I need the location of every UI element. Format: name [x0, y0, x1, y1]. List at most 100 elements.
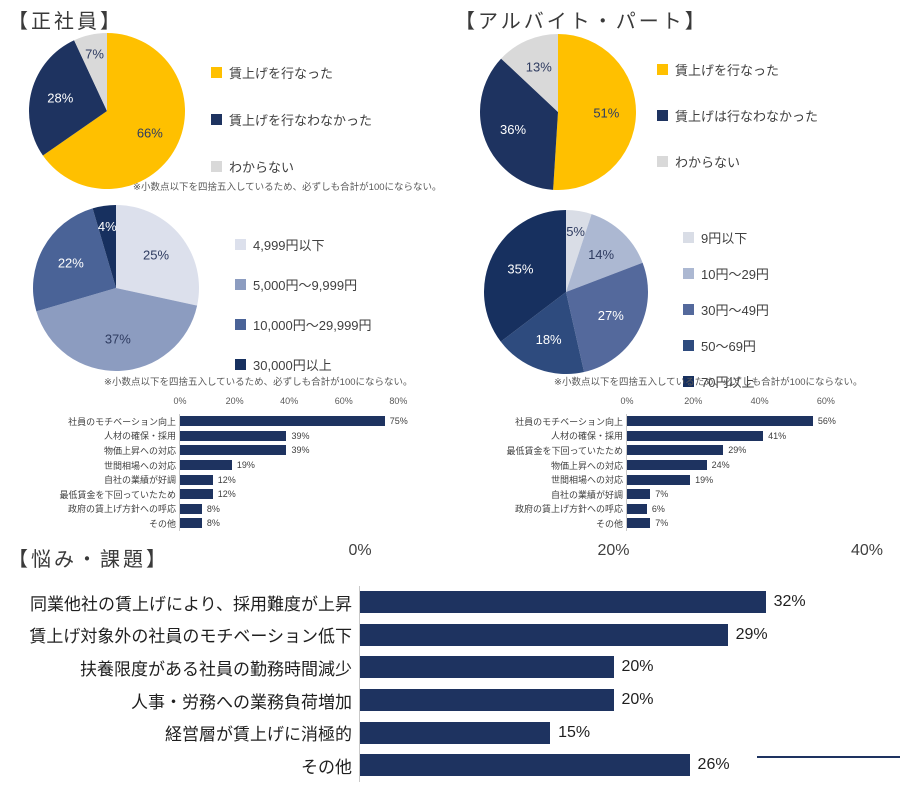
legend-label: わからない	[675, 155, 741, 170]
bar-value-label: 39%	[291, 445, 310, 456]
pie-slice	[29, 40, 107, 156]
pie-value-label: 66%	[137, 125, 163, 140]
bar	[627, 474, 691, 485]
pie-slice	[566, 262, 648, 372]
bar-row: 自社の業績が好調 12%	[56, 472, 456, 487]
bar-category-label: 政府の賃上げ方針への呼応	[514, 504, 623, 515]
bar-row: 政府の賃上げ方針への呼応 8%	[56, 502, 456, 517]
bar-value-label: 12%	[217, 489, 236, 500]
bar	[627, 430, 764, 441]
bar-value-label: 20%	[621, 658, 654, 676]
bar-category-label: 社員のモチベーション向上	[515, 416, 623, 427]
bar-value-label: 32%	[773, 593, 806, 611]
legend-label: 30,000円以上	[253, 358, 332, 373]
legend-item: 70円以上	[683, 372, 769, 391]
pie-value-label: 5%	[566, 224, 585, 239]
bar-value-label: 12%	[217, 474, 236, 485]
axis-tick-label: 0%	[173, 396, 187, 406]
bar-category-label: 人材の確保・採用	[550, 431, 623, 442]
legend-swatch	[235, 319, 246, 330]
bar-axis: 0% 20% 40% 60%	[455, 396, 895, 408]
pie-value-label: 22%	[58, 255, 84, 270]
bar	[180, 416, 385, 427]
bar-category-label: 政府の賃上げ方針への呼応	[67, 504, 176, 515]
axis-tick-label: 80%	[389, 396, 408, 406]
pie-value-label: 25%	[143, 248, 169, 263]
bar-chart-nayami-kadai: 0% 20% 40% 同業他社の賃上げにより、採用難度が上昇 32% 賃上げ対象外の社員の…	[0, 542, 900, 782]
legend-swatch	[211, 114, 222, 125]
bar	[180, 489, 213, 500]
axis-line	[626, 414, 627, 531]
legend-seishain-raise-status: 賃上げを行なった 賃上げを行なわなかった わからない	[211, 63, 372, 204]
bar-row: 社員のモチベーション向上 75%	[56, 414, 456, 429]
bar-category-label: 経営層が賃上げに消極的	[165, 725, 352, 745]
bar-row: 人事・労務への業務負荷増加 20%	[0, 684, 900, 717]
bar-row: 世間相場への対応 19%	[56, 458, 456, 473]
pie-chart-arbeit-raise-status: 51% 36% 13%	[480, 34, 636, 190]
legend-label: 賃上げを行なった	[675, 63, 780, 78]
bar-category-label: その他	[301, 757, 352, 777]
bar	[360, 721, 551, 744]
bar-category-label: 最低賃金を下回っていたため	[59, 489, 176, 500]
bar-row: その他 8%	[56, 516, 456, 531]
pie-slice	[92, 205, 116, 288]
legend-item: 30,000円以上	[235, 355, 372, 374]
axis-tick-label: 60%	[334, 396, 353, 406]
bar-value-label: 39%	[291, 430, 310, 441]
bar-row: 最低賃金を下回っていたため 29%	[455, 443, 895, 458]
pie-slice	[42, 33, 185, 189]
legend-swatch	[657, 64, 668, 75]
legend-swatch	[683, 376, 694, 387]
axis-tick-label: 20%	[684, 396, 703, 406]
bar-row: 物価上昇への対応 24%	[455, 458, 895, 473]
legend-item: 5,000円〜9,999円	[235, 275, 372, 294]
bar-category-label: 扶養限度がある社員の勤務時間減少	[80, 659, 352, 679]
legend-seishain-raise-amount: 4,999円以下 5,000円〜9,999円 10,000円〜29,999円 30,0…	[235, 235, 372, 395]
bar-row: 社員のモチベーション向上 56%	[455, 414, 895, 429]
panel-title-arbeit: 【アルバイト・パート】	[455, 11, 708, 33]
axis-tick-label: 40%	[750, 396, 769, 406]
bar-value-label: 19%	[695, 474, 714, 485]
pie-slice	[500, 292, 585, 374]
bar-value-label: 19%	[236, 460, 255, 471]
bar-chart-arbeit-raise-reasons: 0% 20% 40% 60% 社員のモチベーション向上 56% 人材の確保・採用 41% 最低賃…	[455, 396, 895, 531]
bar	[180, 503, 202, 514]
legend-swatch	[657, 156, 668, 167]
bar	[627, 445, 724, 456]
bar-category-label: 世間相場への対応	[103, 460, 176, 471]
bar-category-label: 同業他社の賃上げにより、採用難度が上昇	[30, 594, 352, 614]
bar-row: 人材の確保・採用 39%	[56, 429, 456, 444]
legend-item: 賃上げを行なわなかった	[211, 110, 372, 129]
pie-value-label: 27%	[598, 308, 624, 323]
legend-item: 4,999円以下	[235, 235, 372, 254]
bar-value-label: 8%	[206, 503, 220, 514]
axis-tick-label: 20%	[597, 542, 630, 559]
bar	[180, 518, 202, 529]
footnote-rounding: ※小数点以下を四捨五入しているため、必ずしも合計が100にならない。	[104, 377, 413, 388]
bar-value-label: 8%	[206, 518, 220, 529]
pie-value-label: 14%	[588, 247, 614, 262]
bar-value-label: 24%	[711, 460, 730, 471]
axis-line	[359, 586, 360, 782]
bar	[627, 489, 651, 500]
bar-category-label: その他	[148, 518, 176, 529]
footnote-rounding: ※小数点以下を四捨五入しているため、必ずしも合計が100にならない。	[554, 377, 863, 388]
pie-value-label: 7%	[85, 47, 104, 62]
bar-value-label: 29%	[735, 625, 768, 643]
bar-category-label: 社員のモチベーション向上	[68, 416, 176, 427]
bar	[360, 591, 766, 614]
pie-value-label: 13%	[526, 60, 552, 75]
legend-label: 50〜69円	[701, 339, 756, 354]
legend-label: 9円以下	[701, 231, 748, 246]
legend-label: 4,999円以下	[253, 238, 325, 253]
footnote-rounding: ※小数点以下を四捨五入しているため、必ずしも合計が100にならない。	[133, 182, 442, 193]
bar-rows: 社員のモチベーション向上 75% 人材の確保・採用 39% 物価上昇への対応 39% 世間相…	[56, 414, 456, 531]
bar-category-label: 賃上げ対象外の社員のモチベーション低下	[29, 627, 352, 647]
bar-value-label: 56%	[817, 416, 836, 427]
chart-frame-line	[757, 756, 900, 758]
bar	[180, 474, 213, 485]
pie-value-label: 37%	[105, 331, 131, 346]
pie-slice	[553, 34, 636, 190]
pie-chart-seishain-raise-amount: 25% 37% 22% 4%	[33, 205, 199, 371]
pie-slice	[116, 205, 199, 306]
